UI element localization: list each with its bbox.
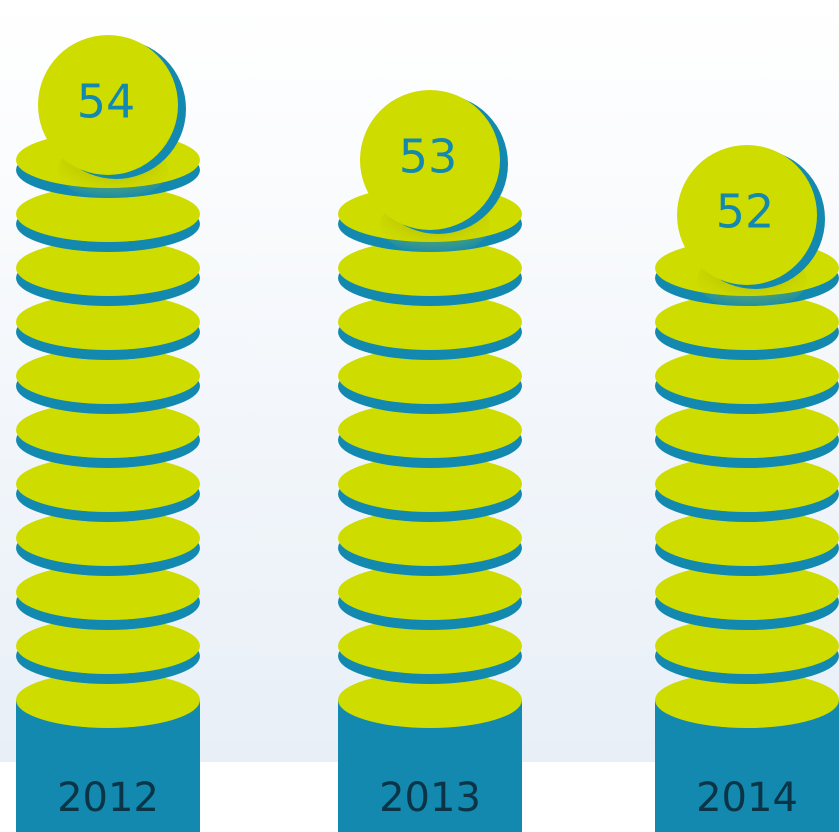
coin: [655, 294, 839, 350]
coin: [16, 402, 200, 458]
coin: [338, 402, 522, 458]
coin: [338, 240, 522, 296]
value-label: 53: [399, 130, 458, 184]
coin: [16, 672, 200, 728]
coin: [16, 348, 200, 404]
coin: [655, 564, 839, 620]
coin: [338, 564, 522, 620]
value-label: 52: [716, 185, 775, 239]
coin: [338, 294, 522, 350]
coin: [16, 564, 200, 620]
coin-stack: 2012 54: [16, 35, 200, 832]
coin-stack: 2014 52: [655, 145, 839, 832]
coin: [16, 510, 200, 566]
coin: [655, 348, 839, 404]
value-label: 54: [77, 75, 136, 129]
coin: [16, 294, 200, 350]
coin: [338, 456, 522, 512]
coin: [655, 672, 839, 728]
top-coin: [360, 90, 500, 230]
coin: [16, 240, 200, 296]
top-coin: [677, 145, 817, 285]
coin: [655, 456, 839, 512]
coin: [655, 402, 839, 458]
coin: [655, 510, 839, 566]
coin: [338, 510, 522, 566]
coin: [338, 348, 522, 404]
coin: [16, 186, 200, 242]
coin-stack: 2013 53: [338, 90, 522, 832]
coin: [655, 618, 839, 674]
x-tick-label: 2013: [379, 775, 481, 821]
x-tick-label: 2012: [57, 775, 159, 821]
coin: [338, 672, 522, 728]
x-tick-label: 2014: [696, 775, 798, 821]
top-coin: [38, 35, 178, 175]
coin: [16, 618, 200, 674]
coin: [338, 618, 522, 674]
coin: [16, 456, 200, 512]
